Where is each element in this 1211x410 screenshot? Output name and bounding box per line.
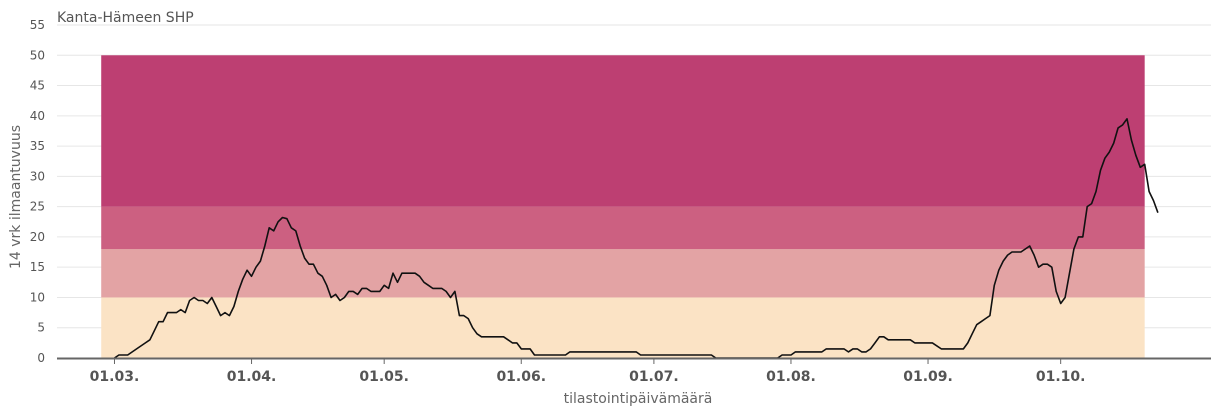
y-tick-label: 20 <box>30 230 45 244</box>
threshold-band <box>101 206 1145 250</box>
x-tick-label: 01.07. <box>629 369 679 385</box>
x-tick-label: 01.05. <box>359 369 409 385</box>
threshold-band <box>101 55 1145 207</box>
y-tick-label: 10 <box>30 290 45 304</box>
x-tick-label: 01.08. <box>766 369 816 385</box>
y-tick-label: 45 <box>30 79 45 93</box>
y-tick-label: 5 <box>37 321 45 335</box>
threshold-bands <box>101 55 1145 358</box>
y-tick-label: 25 <box>30 200 45 214</box>
y-tick-label: 50 <box>30 48 45 62</box>
threshold-band <box>101 297 1145 358</box>
y-tick-label: 40 <box>30 109 45 123</box>
x-axis-title: tilastointipäivämäärä <box>564 391 713 406</box>
y-tick-label: 55 <box>30 18 45 32</box>
x-tick-label: 01.06. <box>496 369 546 385</box>
series-layer <box>114 118 1159 359</box>
x-tick-label: 01.09. <box>903 369 953 385</box>
x-tick-label: 01.04. <box>227 369 277 385</box>
x-tick-label: 01.03. <box>90 369 140 385</box>
x-tick-label: 01.10. <box>1036 369 1086 385</box>
axes: 01.03. 01.04. 01.05. 01.06. 01.07. 01.08. 01.0… <box>57 357 1211 385</box>
y-tick-label: 15 <box>30 260 45 274</box>
y-tick-label: 35 <box>30 139 45 153</box>
series-line <box>114 118 1159 359</box>
chart-title: Kanta-Hämeen SHP <box>57 10 194 26</box>
y-tick-label: 0 <box>37 351 45 365</box>
threshold-band <box>101 249 1145 298</box>
labels: Kanta-Hämeen SHP tilastointipäivämäärä 1… <box>8 10 713 407</box>
y-axis-title: 14 vrk ilmaantuvuus <box>8 125 24 269</box>
y-tick-label: 30 <box>30 169 45 183</box>
